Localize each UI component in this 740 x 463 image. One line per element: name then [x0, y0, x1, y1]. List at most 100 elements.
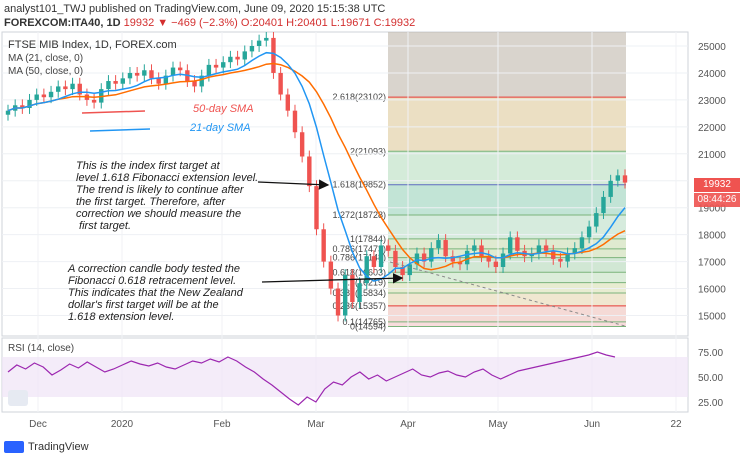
fib-label: 2.618(23102) [332, 92, 386, 102]
candle-body [543, 245, 549, 251]
time-tick: Dec [29, 419, 47, 430]
price-tick: 22000 [698, 123, 726, 134]
chart-title: FTSE MIB Index, 1D, FOREX.com [8, 39, 177, 51]
candle-body [20, 105, 25, 108]
candle-body [371, 256, 377, 267]
candle-body [472, 245, 477, 251]
candle-body [278, 72, 283, 95]
fib-band [388, 305, 626, 322]
trend-projection [389, 261, 626, 327]
price-pane[interactable] [1, 31, 689, 337]
symbol-line: FOREXCOM:ITA40, 1D 19932 ▼ −469 (−2.3%) … [4, 17, 415, 29]
fib-label: 0.786(17148) [332, 253, 386, 263]
grid-lines [2, 32, 688, 412]
candle-body [271, 37, 276, 73]
footer[interactable]: TradingView [4, 441, 89, 453]
candle-body [127, 72, 133, 79]
candle-body [134, 72, 140, 76]
candle-body [601, 196, 606, 214]
candle-body [256, 40, 262, 46]
candle-body [622, 175, 628, 183]
candle-body [357, 283, 362, 303]
rsi-tick: 75.00 [698, 348, 723, 359]
candle-body [48, 91, 54, 98]
candle-body [5, 110, 11, 115]
candle-body [328, 261, 334, 289]
price-tick: 16000 [698, 285, 726, 296]
rsi-band [2, 357, 688, 397]
candle-body [536, 245, 542, 254]
candle-body [192, 81, 197, 87]
fib-label: 0(14594) [350, 321, 386, 331]
candle-body [436, 240, 441, 249]
candle-body [386, 245, 391, 251]
fib-band [388, 293, 626, 306]
candle-body [170, 67, 176, 76]
fib-label: 0.5(16219) [342, 278, 386, 288]
fib-band [388, 321, 626, 327]
candle-body [34, 94, 39, 100]
tradingview-logo-icon [4, 441, 24, 453]
candle-body [608, 180, 613, 197]
candle-body [414, 253, 420, 265]
candle-body [486, 256, 491, 262]
price-tick: 15000 [698, 312, 726, 323]
time-tick: Feb [213, 419, 231, 430]
fib-label: 0.618(16603) [332, 267, 386, 277]
price-tick: 17000 [698, 258, 726, 269]
candle-body [106, 81, 111, 90]
fib-zone-top [388, 32, 626, 98]
fib-band [388, 215, 626, 239]
candle-body [400, 266, 405, 276]
time-tick: Mar [307, 419, 325, 430]
candle-body [113, 81, 118, 84]
scroll-left-button[interactable] [8, 390, 28, 406]
note-target: This is the index first target at level … [76, 160, 259, 232]
candle-body [500, 253, 506, 267]
fib-label: 2(21093) [350, 146, 386, 156]
candle-body [292, 110, 298, 133]
price-tick: 24000 [698, 69, 726, 80]
countdown-label: 08:44:26 [694, 193, 740, 207]
candle-body [565, 253, 570, 262]
fib-band [388, 151, 626, 185]
legend-50-swatch [81, 110, 146, 114]
fib-label: 1(17844) [350, 234, 386, 244]
candle-body [429, 248, 434, 262]
ma21-line [7, 51, 626, 282]
candle-body [91, 99, 97, 103]
time-tick: Apr [400, 419, 416, 430]
candle-body [307, 156, 312, 187]
candle-body [508, 237, 513, 254]
candle-body [579, 237, 585, 249]
price-tick: 25000 [698, 42, 726, 53]
ma21-legend: MA (21, close, 0) [8, 53, 84, 64]
rsi-tick: 25.00 [698, 398, 723, 409]
fib-label: 0.786(17473) [332, 244, 386, 254]
candle-body [285, 94, 291, 111]
candle-body [56, 86, 61, 92]
candle-body [443, 240, 448, 257]
fib-band [388, 184, 626, 216]
candle-body [163, 75, 169, 84]
fib-label: 1.272(18728) [332, 210, 386, 220]
candles [5, 31, 628, 322]
time-tick: Jun [584, 419, 600, 430]
candle-body [142, 70, 147, 76]
candle-body [27, 99, 32, 108]
footer-brand: TradingView [28, 441, 89, 453]
arrow-to-retracement [261, 273, 404, 284]
candle-body [149, 70, 154, 79]
candle-body [242, 51, 247, 60]
candle-body [464, 250, 470, 265]
candle-body [321, 229, 326, 262]
rsi-tick: 50.00 [698, 373, 723, 384]
candle-body [156, 78, 161, 84]
candle-body [264, 37, 269, 41]
rsi-legend: RSI (14, close) [8, 343, 75, 354]
candle-body [235, 56, 240, 60]
candle-body [41, 94, 47, 98]
time-axis: Dec 2020 Feb Mar Apr May Jun 22 [29, 419, 682, 430]
candle-body [515, 237, 520, 251]
